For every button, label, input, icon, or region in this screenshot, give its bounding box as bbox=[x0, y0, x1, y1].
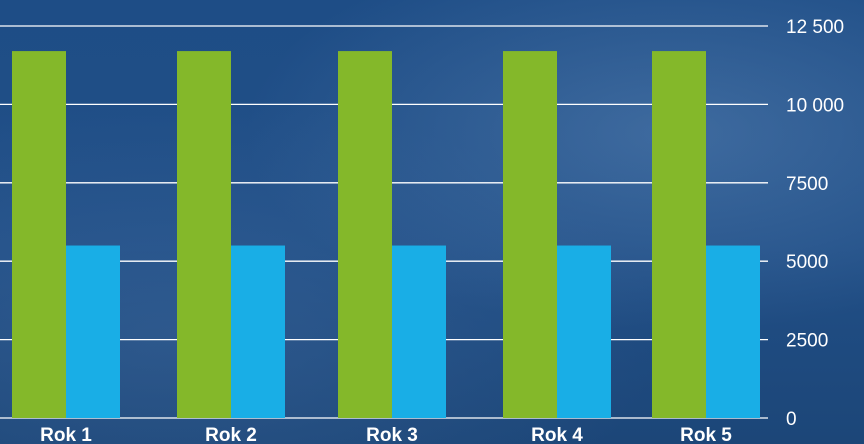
bar-blue bbox=[392, 245, 446, 418]
x-category-label: Rok 5 bbox=[680, 425, 732, 444]
y-tick-label: 12 500 bbox=[786, 17, 844, 38]
y-tick-label: 7500 bbox=[786, 174, 828, 195]
x-axis-category-labels: Rok 1 Rok 2 Rok 3 Rok 4 Rok 5 bbox=[40, 425, 732, 444]
bar-green bbox=[177, 51, 231, 418]
bar-green bbox=[338, 51, 392, 418]
bar-blue bbox=[706, 245, 760, 418]
y-tick-label: 5000 bbox=[786, 252, 828, 273]
x-category-label: Rok 4 bbox=[531, 425, 583, 444]
y-tick-label: 2500 bbox=[786, 331, 828, 352]
x-category-label: Rok 3 bbox=[366, 425, 418, 444]
bar-green bbox=[652, 51, 706, 418]
y-tick-label: 10 000 bbox=[786, 95, 844, 116]
x-category-label: Rok 2 bbox=[205, 425, 257, 444]
x-category-label: Rok 1 bbox=[40, 425, 92, 444]
bar-green bbox=[503, 51, 557, 418]
bar-blue bbox=[557, 245, 611, 418]
bar-green bbox=[12, 51, 66, 418]
bars bbox=[12, 51, 760, 418]
bar-blue bbox=[66, 245, 120, 418]
bar-blue bbox=[231, 245, 285, 418]
y-tick-label: 0 bbox=[786, 409, 797, 430]
y-axis-tick-labels: 0 2500 5000 7500 10 000 12 500 bbox=[786, 17, 844, 430]
